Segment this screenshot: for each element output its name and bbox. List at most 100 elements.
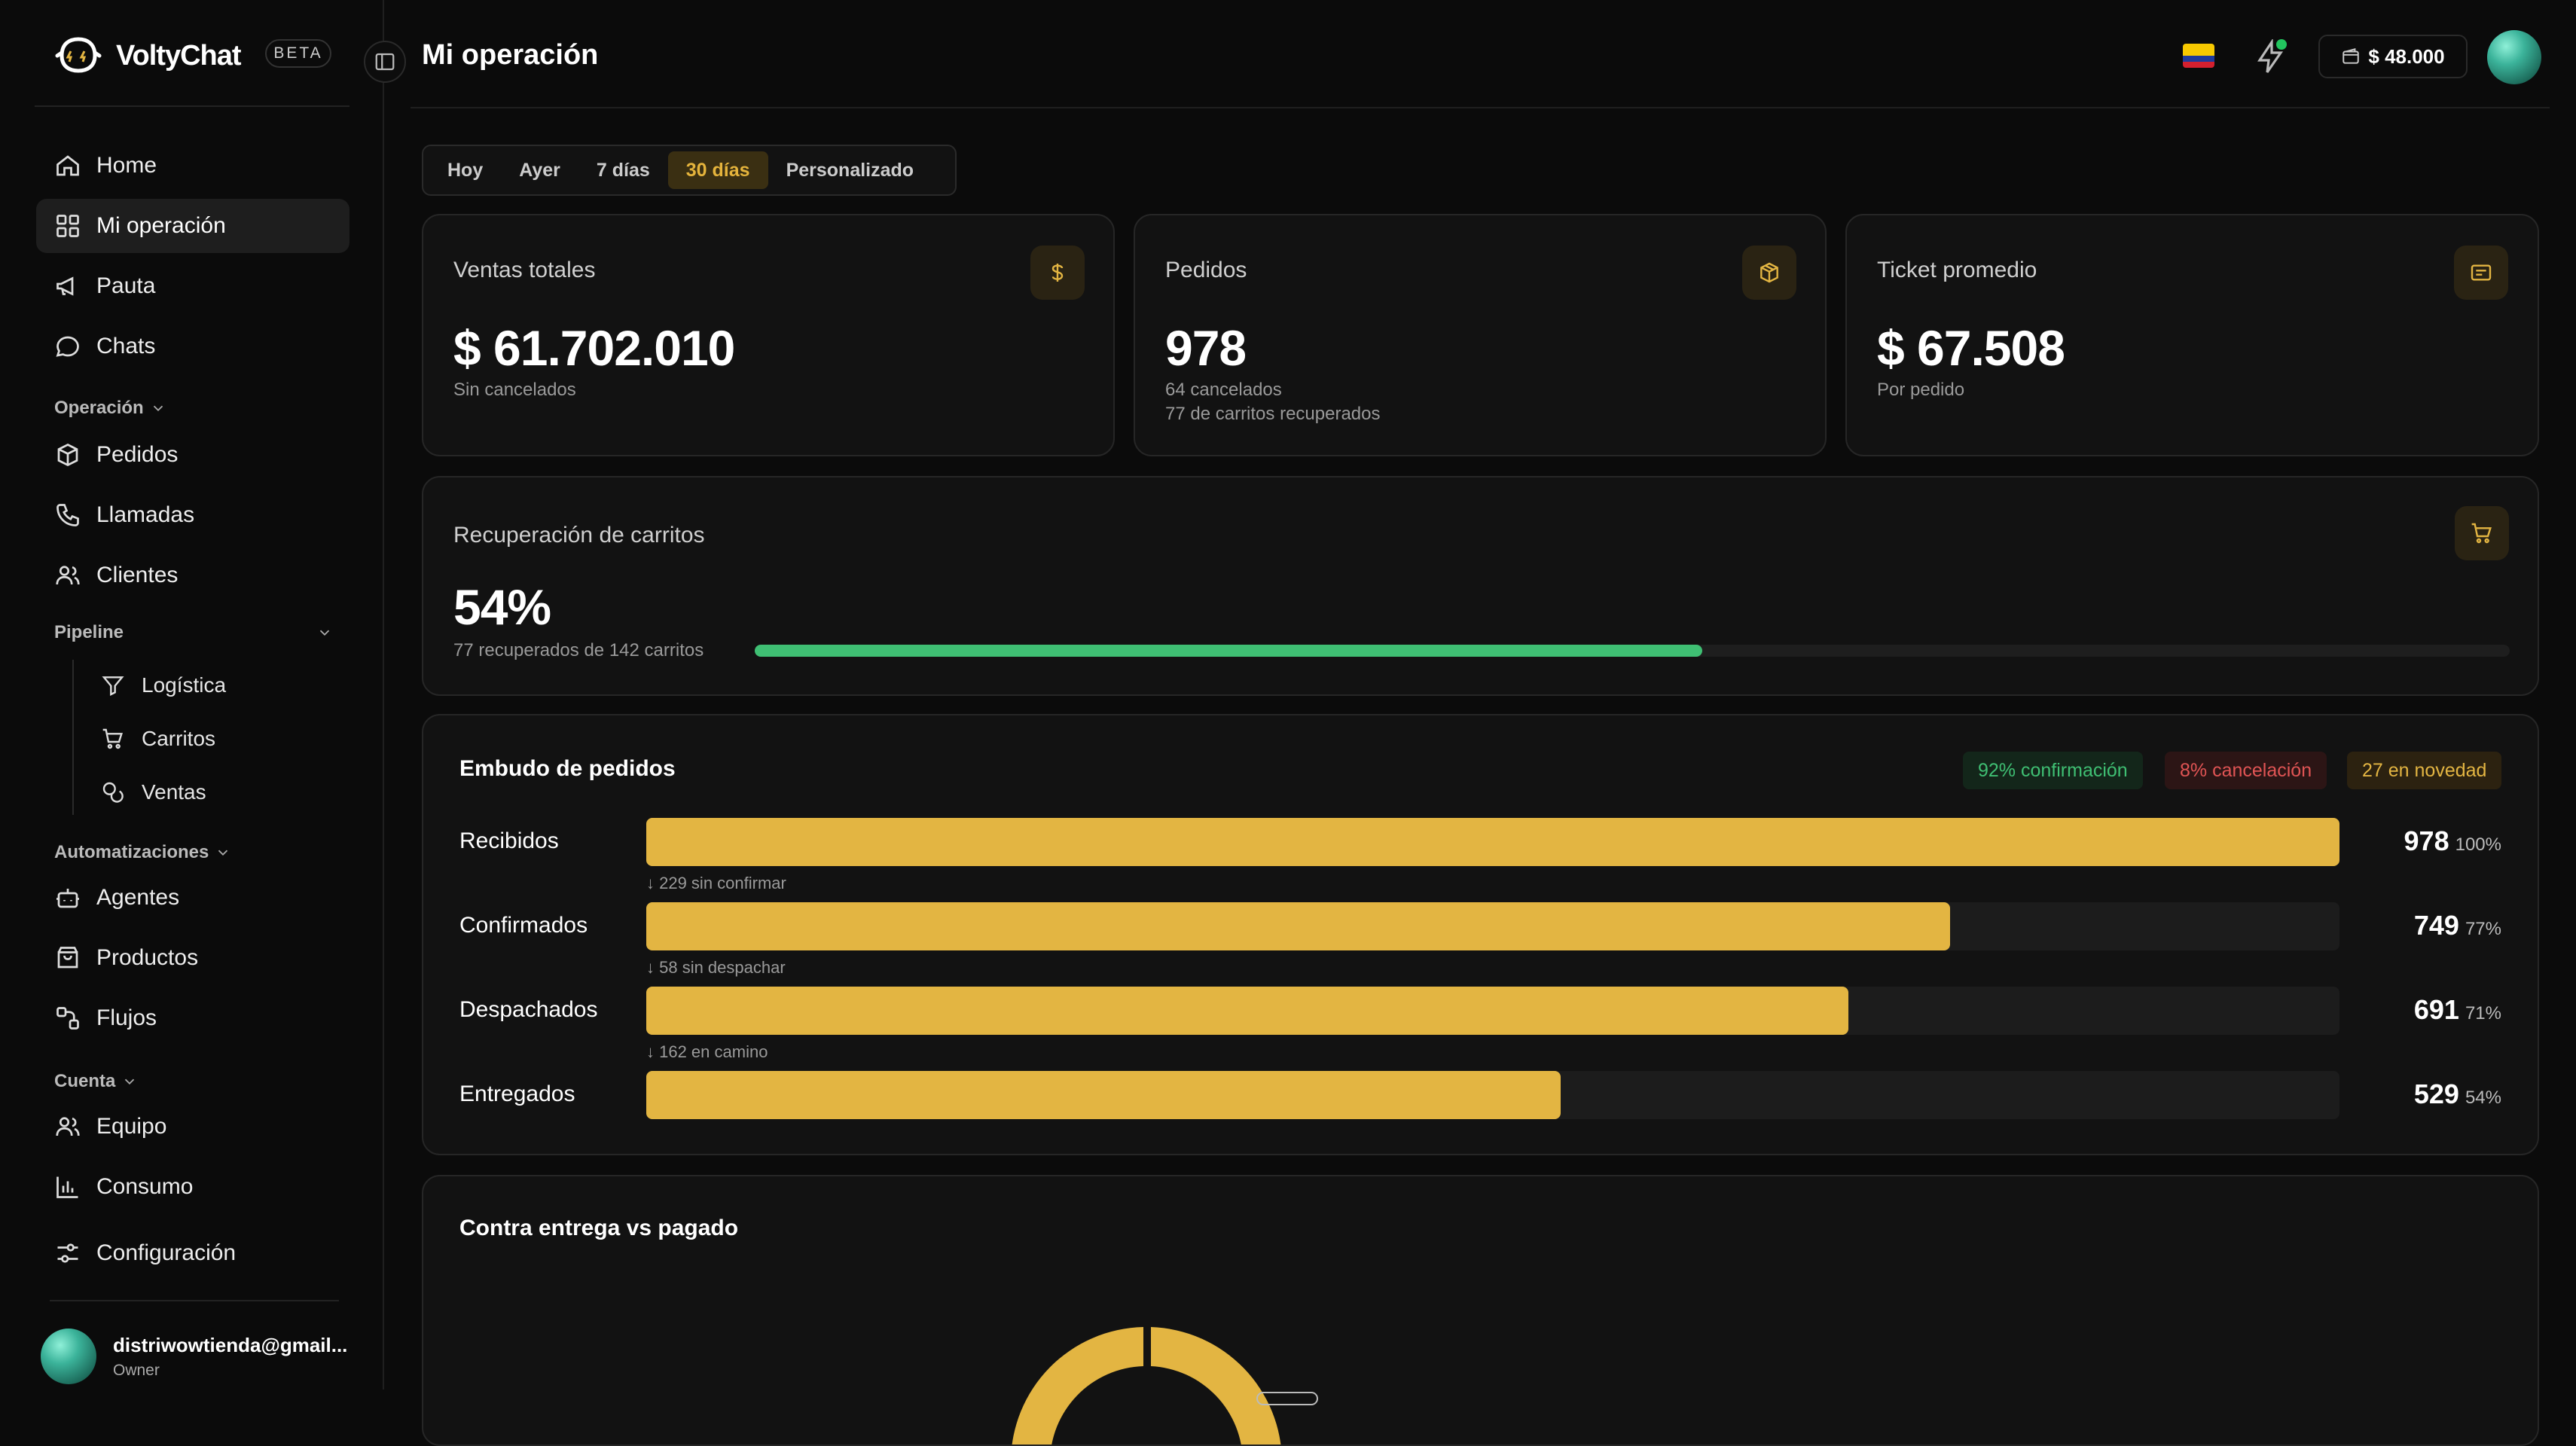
colombia-flag-icon[interactable]: [2183, 44, 2214, 68]
funnel-bar-recibidos: [646, 818, 2339, 866]
funnel-row-value: 529 54%: [2414, 1078, 2501, 1110]
payment-card: Contra entrega vs pagado: [422, 1175, 2539, 1446]
funnel-count: 691: [2413, 994, 2459, 1025]
stat-value: $ 67.508: [1877, 320, 2065, 376]
sidebar-item-chats[interactable]: Chats: [36, 319, 349, 374]
volty-logo-icon: [55, 37, 102, 73]
section-cuenta[interactable]: Cuenta: [54, 1071, 138, 1092]
sidebar-item-label: Clientes: [96, 563, 179, 587]
sidebar-divider: [35, 105, 349, 107]
sliders-icon: [57, 1243, 78, 1263]
chevron-down-icon: [319, 630, 330, 636]
stat-value: $ 61.702.010: [453, 320, 735, 376]
dollar-icon: [1030, 246, 1085, 300]
sidebar: VoltyChat BETA Home Mi operación Pauta C…: [0, 0, 384, 1390]
stat-title: Pedidos: [1165, 258, 1247, 282]
sidebar-item-flujos[interactable]: Flujos: [36, 991, 349, 1045]
user-email: distriwowtienda@gmail...: [113, 1333, 346, 1356]
sidebar-item-label: Consumo: [96, 1174, 194, 1199]
phone-icon: [56, 504, 79, 526]
sidebar-item-label: Pauta: [96, 273, 156, 298]
funnel-row-label: Entregados: [459, 1081, 575, 1106]
chat-icon: [56, 336, 79, 357]
bar-chart-icon: [56, 1176, 78, 1198]
sidebar-item-pauta[interactable]: Pauta: [36, 259, 349, 313]
funnel-bar-entregados: [646, 1071, 1561, 1119]
tab-7-dias[interactable]: 7 días: [596, 159, 650, 181]
novedad-badge: 27 en novedad: [2347, 752, 2502, 789]
sidebar-item-ventas[interactable]: Ventas: [101, 770, 206, 815]
pipeline-tree-line: [72, 660, 74, 815]
funnel-percent: 100%: [2455, 834, 2501, 855]
sidebar-item-home[interactable]: Home: [36, 139, 349, 193]
bolt-icon[interactable]: [2252, 38, 2288, 75]
tab-hoy[interactable]: Hoy: [447, 159, 484, 181]
chevron-down-icon: [153, 405, 163, 412]
user-role: Owner: [113, 1361, 160, 1379]
stat-title: Ventas totales: [453, 258, 596, 282]
wallet-icon: [2343, 47, 2360, 64]
bag-icon: [57, 947, 78, 969]
stat-card-ticket: Ticket promedio $ 67.508 Por pedido: [1845, 214, 2539, 456]
funnel-percent: 71%: [2465, 1003, 2501, 1023]
balance-amount: $ 48.000: [2368, 44, 2445, 68]
megaphone-icon: [56, 276, 74, 296]
filter-icon: [102, 676, 124, 696]
tab-personalizado[interactable]: Personalizado: [786, 159, 914, 181]
sidebar-item-logistica[interactable]: Logística: [101, 663, 226, 708]
user-profile[interactable]: distriwowtienda@gmail... Owner: [41, 1329, 346, 1384]
sidebar-toggle-button[interactable]: [364, 41, 406, 83]
coins-icon: [102, 782, 124, 803]
funnel-row-value: 978 100%: [2404, 825, 2501, 857]
sidebar-item-clientes[interactable]: Clientes: [36, 548, 349, 602]
sidebar-item-carritos[interactable]: Carritos: [101, 716, 215, 761]
header-avatar[interactable]: [2487, 30, 2541, 84]
stat-card-ventas: Ventas totales $ 61.702.010 Sin cancelad…: [422, 214, 1115, 456]
sidebar-item-llamadas[interactable]: Llamadas: [36, 488, 349, 542]
donut-segment-pagado: [1151, 1327, 1281, 1444]
funnel-row-value: 691 71%: [2414, 994, 2501, 1026]
funnel-bar-track: [646, 818, 2339, 866]
sidebar-divider: [50, 1300, 339, 1301]
chevron-down-icon: [125, 1078, 135, 1085]
payment-title: Contra entrega vs pagado: [459, 1216, 739, 1240]
cart-recovery-card: Recuperación de carritos 54% 77 recupera…: [422, 476, 2539, 696]
funnel-bar-confirmados: [646, 902, 1950, 950]
section-pipeline[interactable]: Pipeline: [54, 622, 333, 643]
balance-button[interactable]: $ 48.000: [2318, 35, 2468, 78]
funnel-bar-track: [646, 1071, 2339, 1119]
stat-subtitle: Por pedido: [1877, 380, 1965, 400]
sidebar-item-label: Configuración: [96, 1240, 237, 1265]
users-icon: [56, 566, 80, 585]
funnel-count: 978: [2404, 825, 2449, 856]
funnel-bar-track: [646, 987, 2339, 1035]
sidebar-item-equipo[interactable]: Equipo: [36, 1100, 349, 1154]
sidebar-item-mi-operacion[interactable]: Mi operación: [36, 199, 349, 253]
brand-logo[interactable]: VoltyChat: [54, 33, 242, 78]
tab-ayer[interactable]: Ayer: [519, 159, 560, 181]
sidebar-item-pedidos[interactable]: Pedidos: [36, 428, 349, 482]
funnel-row-label: Despachados: [459, 997, 598, 1022]
header-divider: [411, 107, 2550, 108]
funnel-row-label: Confirmados: [459, 913, 588, 938]
section-operacion[interactable]: Operación: [54, 398, 166, 419]
funnel-card: Embudo de pedidos 92% confirmación 8% ca…: [422, 714, 2539, 1155]
home-icon: [56, 155, 79, 176]
stat-subtitle-cancelados: 64 cancelados: [1165, 380, 1282, 400]
sidebar-item-configuracion[interactable]: Configuración: [36, 1226, 349, 1280]
panel-left-icon: [375, 53, 395, 71]
sidebar-item-label: Ventas: [142, 780, 206, 804]
status-dot: [2276, 39, 2287, 50]
sidebar-item-consumo[interactable]: Consumo: [36, 1160, 349, 1214]
funnel-row-label: Recibidos: [459, 828, 559, 853]
sidebar-item-label: Equipo: [96, 1114, 167, 1139]
funnel-row-value: 749 77%: [2414, 910, 2501, 941]
sidebar-item-agentes[interactable]: Agentes: [36, 871, 349, 925]
scroll-indicator[interactable]: [1256, 1392, 1318, 1405]
sidebar-item-productos[interactable]: Productos: [36, 931, 349, 985]
sidebar-item-label: Productos: [96, 945, 199, 970]
receipt-icon: [2454, 246, 2508, 300]
tab-30-dias[interactable]: 30 días: [667, 151, 768, 189]
section-automatizaciones[interactable]: Automatizaciones: [54, 842, 231, 863]
sidebar-item-label: Logística: [142, 673, 227, 697]
